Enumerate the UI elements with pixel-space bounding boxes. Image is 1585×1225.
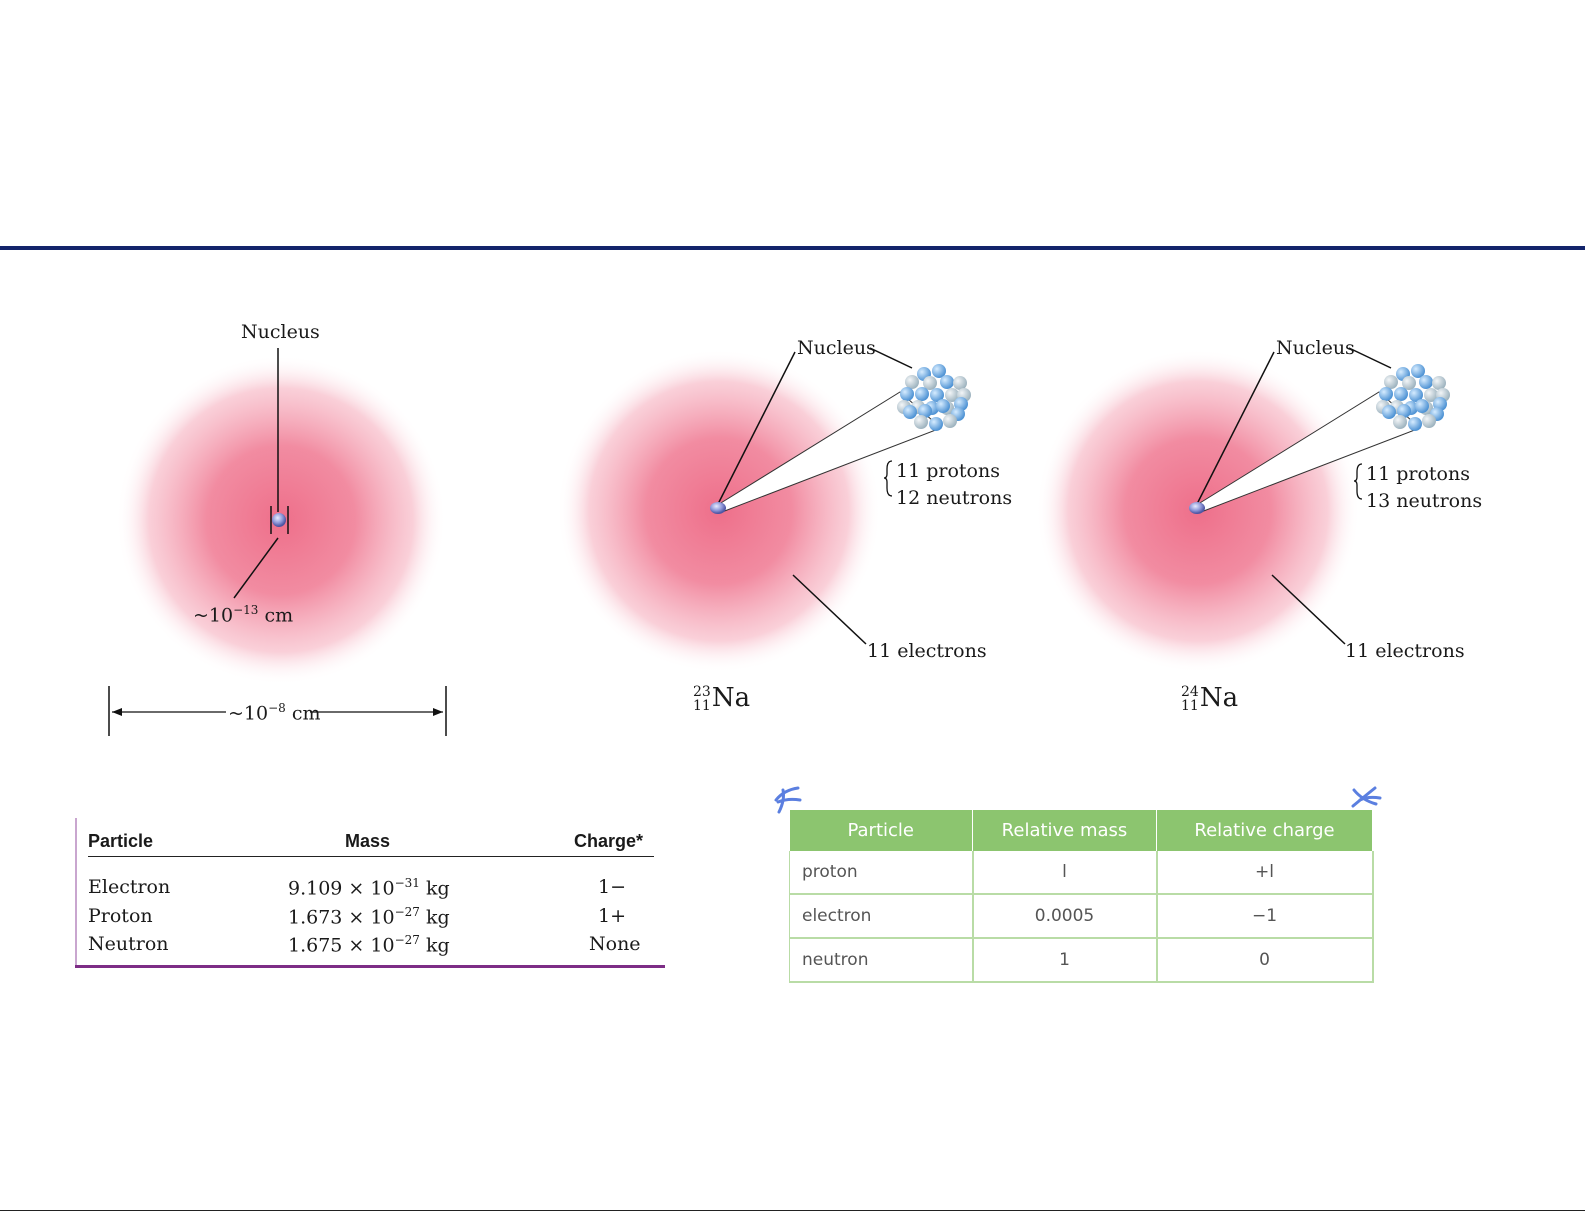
nucleus-label-1: Nucleus — [241, 321, 320, 343]
table-row: proton l +l — [789, 851, 1374, 895]
table1-row-proton-mass: 1.673 × 10−27 kg — [288, 905, 450, 929]
table1-header-charge: Charge* — [574, 831, 644, 851]
table2-cell-mass: 0.0005 — [972, 894, 1158, 939]
nucleus-size-label: ~10−13 cm — [193, 603, 294, 627]
table1-row-electron-charge: 1− — [598, 876, 627, 898]
table2-cell-charge: +l — [1156, 851, 1374, 895]
table2-cell-particle: proton — [789, 851, 974, 895]
handwritten-mark-right — [1351, 786, 1382, 808]
table2-cell-mass: l — [972, 851, 1158, 895]
footer-divider-rule — [0, 1210, 1585, 1211]
table2-header-particle: Particle — [789, 810, 973, 851]
table1-row-proton-particle: Proton — [88, 905, 153, 927]
table-row: electron 0.0005 −1 — [789, 894, 1374, 939]
nucleus-dot-2 — [710, 502, 726, 514]
handwritten-mark-left — [774, 786, 802, 814]
isotope-symbol-2: 23 11 Na — [693, 683, 751, 714]
table2-header-relative-mass: Relative mass — [972, 810, 1157, 851]
table1-row-electron-mass: 9.109 × 10−31 kg — [288, 876, 450, 900]
relative-mass-charge-table: Particle Relative mass Relative charge p… — [789, 810, 1374, 983]
header-divider-rule — [0, 246, 1585, 250]
table1-header-particle: Particle — [88, 831, 154, 851]
nucleus-cluster-3 — [1376, 364, 1450, 431]
size-pointer-1 — [233, 537, 279, 599]
protons-label-3: 11 protons — [1366, 463, 1470, 485]
table1-row-proton-charge: 1+ — [598, 905, 627, 927]
table2-cell-charge: 0 — [1156, 938, 1374, 983]
table2-cell-particle: electron — [789, 894, 974, 939]
nucleus-dot-1 — [272, 513, 286, 527]
table-row: neutron 1 0 — [789, 938, 1374, 983]
particle-mass-charge-table: Particle Mass Charge* Electron 9.109 × 1… — [75, 818, 665, 968]
nucleus-cluster-2 — [897, 364, 971, 431]
protons-label-2: 11 protons — [896, 460, 1000, 482]
table2-cell-particle: neutron — [789, 938, 974, 983]
nucleus-label-3: Nucleus — [1276, 337, 1355, 359]
table1-header-mass: Mass — [345, 831, 391, 851]
atom-size-label: ~10−8 cm — [228, 701, 321, 725]
electrons-label-2: 11 electrons — [867, 640, 987, 662]
neutrons-label-3: 13 neutrons — [1366, 490, 1483, 512]
table2-header-relative-charge: Relative charge — [1156, 810, 1373, 851]
neutrons-label-2: 12 neutrons — [896, 487, 1013, 509]
nucleus-dot-3 — [1189, 502, 1205, 514]
table1-row-neutron-charge: None — [589, 933, 641, 955]
table1-row-neutron-particle: Neutron — [88, 933, 169, 955]
electrons-label-3: 11 electrons — [1345, 640, 1465, 662]
nucleus-label-2: Nucleus — [797, 337, 876, 359]
isotope-symbol-3: 24 11 Na — [1181, 683, 1239, 714]
table1-row-electron-particle: Electron — [88, 876, 171, 898]
table1-row-neutron-mass: 1.675 × 10−27 kg — [288, 933, 450, 957]
table2-cell-mass: 1 — [972, 938, 1158, 983]
table2-cell-charge: −1 — [1156, 894, 1374, 939]
